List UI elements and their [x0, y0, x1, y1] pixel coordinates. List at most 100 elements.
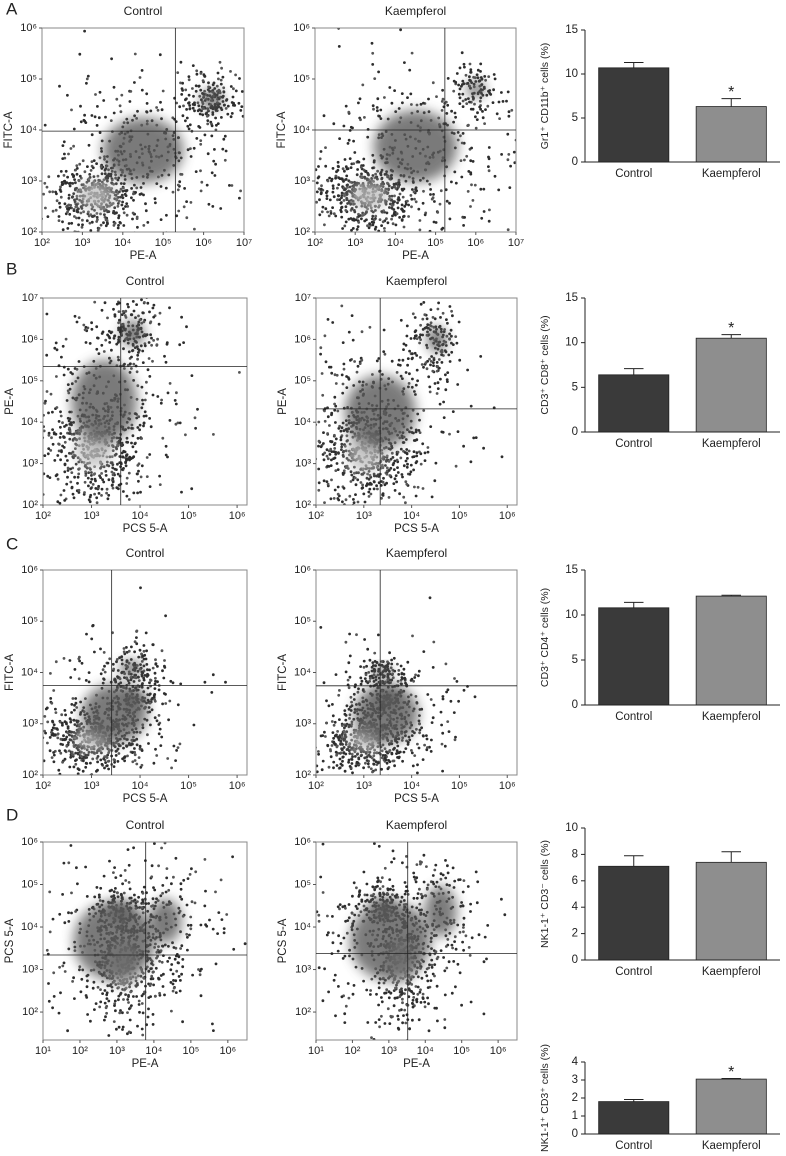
event-dot: [62, 365, 66, 369]
event-dot: [223, 103, 226, 107]
event-dot: [421, 487, 425, 490]
event-dot: [414, 428, 418, 432]
event-dot: [146, 672, 149, 676]
event-dot: [390, 186, 394, 190]
event-dot: [106, 179, 109, 183]
event-dot: [64, 181, 68, 185]
event-dot: [332, 443, 336, 446]
bar: [695, 337, 767, 433]
event-dot: [239, 189, 243, 193]
event-dot: [118, 330, 122, 334]
event-dot: [30, 736, 33, 739]
event-dot: [225, 98, 229, 101]
event-dot: [214, 128, 218, 132]
event-dot: [179, 60, 183, 64]
event-dot: [78, 723, 81, 727]
event-dot: [105, 491, 108, 495]
event-dot: [67, 152, 70, 156]
event-dot: [428, 182, 432, 186]
event-dot: [322, 431, 325, 434]
event-dot: [414, 329, 418, 332]
event-dot: [201, 79, 205, 82]
event-dot: [215, 84, 219, 88]
event-dot: [125, 213, 129, 217]
event-dot: [487, 146, 491, 149]
event-dot: [52, 689, 56, 692]
event-dot: [142, 424, 145, 428]
y-tick-label: 10²: [294, 226, 310, 238]
event-dot: [37, 217, 40, 220]
event-dot: [350, 762, 354, 765]
event-dot: [70, 485, 74, 489]
event-dot: [62, 489, 66, 492]
event-dot: [70, 108, 73, 112]
event-dot: [476, 76, 480, 80]
event-dot: [356, 364, 360, 368]
event-dot: [470, 183, 473, 187]
event-dot: [128, 100, 132, 103]
event-dot: [107, 210, 111, 214]
event-dot: [63, 757, 67, 761]
event-dot: [184, 119, 187, 123]
event-dot: [410, 357, 414, 361]
event-dot: [98, 156, 102, 160]
event-dot: [74, 701, 78, 705]
event-dot: [347, 758, 351, 762]
event-dot: [112, 307, 115, 311]
event-dot: [386, 181, 389, 185]
event-dot: [416, 412, 420, 416]
event-dot: [317, 488, 321, 492]
event-dot: [337, 427, 341, 430]
event-dot: [395, 212, 399, 216]
event-dot: [335, 373, 339, 377]
event-dot: [317, 420, 321, 424]
event-dot: [396, 471, 400, 474]
event-dot: [68, 437, 72, 441]
event-dot: [136, 353, 140, 357]
event-dot: [135, 642, 139, 646]
event-dot: [410, 51, 414, 55]
event-dot: [322, 479, 326, 483]
event-dot: [126, 302, 129, 306]
event-dot: [191, 87, 194, 90]
event-dot: [236, 117, 239, 120]
event-dot: [131, 300, 135, 303]
event-dot: [119, 182, 123, 185]
y-tick-label: 10⁷: [295, 292, 311, 304]
event-dot: [82, 323, 86, 327]
event-dot: [407, 449, 411, 453]
event-dot: [401, 377, 404, 380]
event-dot: [109, 461, 113, 465]
event-dot: [37, 196, 40, 199]
event-dot: [271, 95, 274, 98]
event-dot: [319, 346, 323, 350]
event-dot: [331, 190, 335, 194]
event-dot: [444, 188, 448, 192]
event-dot: [96, 174, 100, 178]
event-dot: [390, 194, 394, 198]
event-dot: [106, 760, 110, 763]
event-dot: [74, 168, 77, 172]
event-dot: [97, 484, 100, 488]
event-dot: [343, 444, 347, 448]
event-dot: [156, 108, 160, 112]
event-dot: [500, 455, 504, 459]
event-dot: [334, 176, 337, 180]
event-dot: [120, 93, 124, 97]
event-dot: [429, 188, 432, 191]
bar: [598, 67, 670, 163]
event-dot: [68, 422, 72, 426]
event-dot: [77, 216, 81, 220]
event-dot: [57, 443, 61, 446]
event-dot: [509, 164, 512, 168]
event-dot: [479, 187, 483, 191]
event-dot: [16, 399, 19, 402]
event-dot: [120, 193, 124, 197]
event-dot: [83, 170, 87, 174]
event-dot: [392, 482, 396, 485]
event-dot: [140, 321, 144, 325]
event-dot: [310, 398, 313, 401]
event-dot: [415, 103, 419, 107]
event-dot: [115, 198, 119, 202]
event-dot: [436, 211, 440, 214]
